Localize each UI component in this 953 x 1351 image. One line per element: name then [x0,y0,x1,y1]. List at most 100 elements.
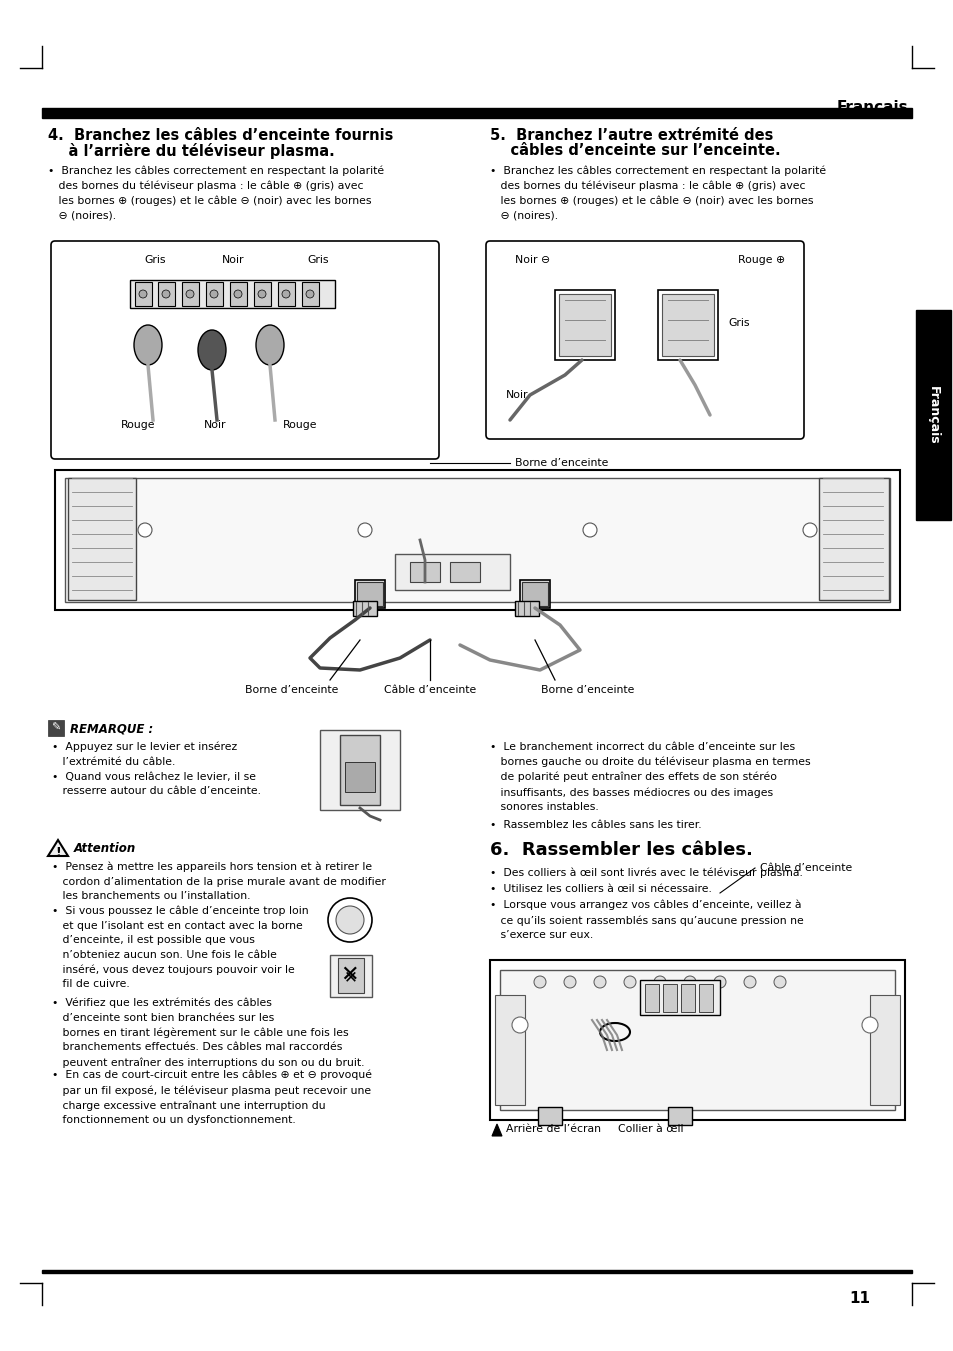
Bar [450,562,479,582]
Text: ✎: ✎ [51,723,61,734]
Bar [537,1106,561,1125]
Bar [667,1106,691,1125]
Text: 4.  Branchez les câbles d’enceinte fournis: 4. Branchez les câbles d’enceinte fourni… [48,128,393,143]
Circle shape [328,898,372,942]
Text: Rouge: Rouge [121,420,155,430]
Bar [130,280,335,308]
Bar [818,478,888,600]
Circle shape [233,290,242,299]
Bar [869,994,899,1105]
Circle shape [802,523,816,536]
Circle shape [654,975,665,988]
Text: Français: Français [925,385,939,444]
Bar [65,478,889,603]
Bar [395,554,510,590]
Bar [680,984,695,1012]
Text: Noir: Noir [221,255,244,265]
Bar [330,955,372,997]
Circle shape [257,290,266,299]
Text: Collier à œil: Collier à œil [618,1124,682,1133]
Bar [662,984,677,1012]
Text: •  Branchez les câbles correctement en respectant la polarité
   des bornes du t: • Branchez les câbles correctement en re… [48,165,384,220]
Bar [277,282,294,305]
Text: •  Utilisez les colliers à œil si nécessaire.: • Utilisez les colliers à œil si nécessa… [490,884,711,894]
Bar [42,1270,911,1273]
Text: Rouge: Rouge [282,420,317,430]
Bar [68,478,136,600]
Text: •  Lorsque vous arrangez vos câbles d’enceinte, veillez à
   ce qu’ils soient ra: • Lorsque vous arrangez vos câbles d’enc… [490,900,803,940]
Circle shape [186,290,193,299]
Text: •  Branchez les câbles correctement en respectant la polarité
   des bornes du t: • Branchez les câbles correctement en re… [490,165,825,220]
Circle shape [773,975,785,988]
Bar [515,601,538,616]
Text: Attention: Attention [74,842,136,855]
Text: Noir: Noir [204,420,226,430]
Text: Gris: Gris [727,317,749,328]
Bar [55,470,899,611]
Text: Borne d’enceinte: Borne d’enceinte [245,685,338,694]
Bar [519,580,550,608]
Text: Rouge ⊕: Rouge ⊕ [737,255,784,265]
Text: Câble d’enceinte: Câble d’enceinte [760,863,851,873]
Circle shape [594,975,605,988]
Bar [644,984,659,1012]
Bar [42,108,911,118]
Text: !: ! [55,846,61,858]
Circle shape [306,290,314,299]
Text: 6.  Rassembler les câbles.: 6. Rassembler les câbles. [490,842,752,859]
Circle shape [713,975,725,988]
Text: Noir: Noir [505,390,528,400]
Circle shape [582,523,597,536]
Text: •  Le branchement incorrect du câble d’enceinte sur les
   bornes gauche ou droi: • Le branchement incorrect du câble d’en… [490,742,810,812]
Bar [495,994,524,1105]
Bar [490,961,904,1120]
Text: •  En cas de court-circuit entre les câbles ⊕ et ⊖ provoqué
   par un fil exposé: • En cas de court-circuit entre les câbl… [52,1070,372,1125]
Bar [182,282,199,305]
Circle shape [162,290,170,299]
Circle shape [563,975,576,988]
Bar [337,958,364,993]
Bar [253,282,271,305]
Bar [339,735,379,805]
Circle shape [683,975,696,988]
Bar [319,730,399,811]
Bar [915,309,950,520]
Circle shape [534,975,545,988]
Bar [353,601,376,616]
Circle shape [357,523,372,536]
FancyBboxPatch shape [51,240,438,459]
Text: Arrière de l’écran: Arrière de l’écran [505,1124,600,1133]
Ellipse shape [255,326,284,365]
Text: •  Rassemblez les câbles sans les tirer.: • Rassemblez les câbles sans les tirer. [490,820,700,830]
Circle shape [512,1017,527,1034]
Circle shape [138,523,152,536]
Ellipse shape [133,326,162,365]
Text: Gris: Gris [307,255,329,265]
Text: •  Pensez à mettre les appareils hors tension et à retirer le
   cordon d’alimen: • Pensez à mettre les appareils hors ten… [52,862,385,901]
Circle shape [862,1017,877,1034]
Text: REMARQUE :: REMARQUE : [70,723,153,736]
Bar [499,970,894,1111]
Bar [158,282,174,305]
Circle shape [743,975,755,988]
Bar [345,762,375,792]
Bar [658,290,718,359]
Text: •  Quand vous relâchez le levier, il se
   resserre autour du câble d’enceinte.: • Quand vous relâchez le levier, il se r… [52,771,261,796]
Circle shape [335,907,364,934]
Bar [230,282,247,305]
Text: •  Si vous poussez le câble d’enceinte trop loin
   et que l’isolant est en cont: • Si vous poussez le câble d’enceinte tr… [52,907,309,989]
Polygon shape [48,840,68,857]
Circle shape [139,290,147,299]
Text: 11: 11 [848,1292,869,1306]
Bar [639,979,720,1015]
Text: •  Des colliers à œil sont livrés avec le téléviseur plasma.: • Des colliers à œil sont livrés avec le… [490,867,802,878]
Bar [355,580,385,608]
Text: câbles d’enceinte sur l’enceinte.: câbles d’enceinte sur l’enceinte. [490,143,780,158]
Circle shape [623,975,636,988]
Bar [206,282,223,305]
Polygon shape [492,1124,501,1136]
Circle shape [210,290,218,299]
Bar [356,582,382,607]
Bar [521,582,547,607]
Ellipse shape [198,330,226,370]
